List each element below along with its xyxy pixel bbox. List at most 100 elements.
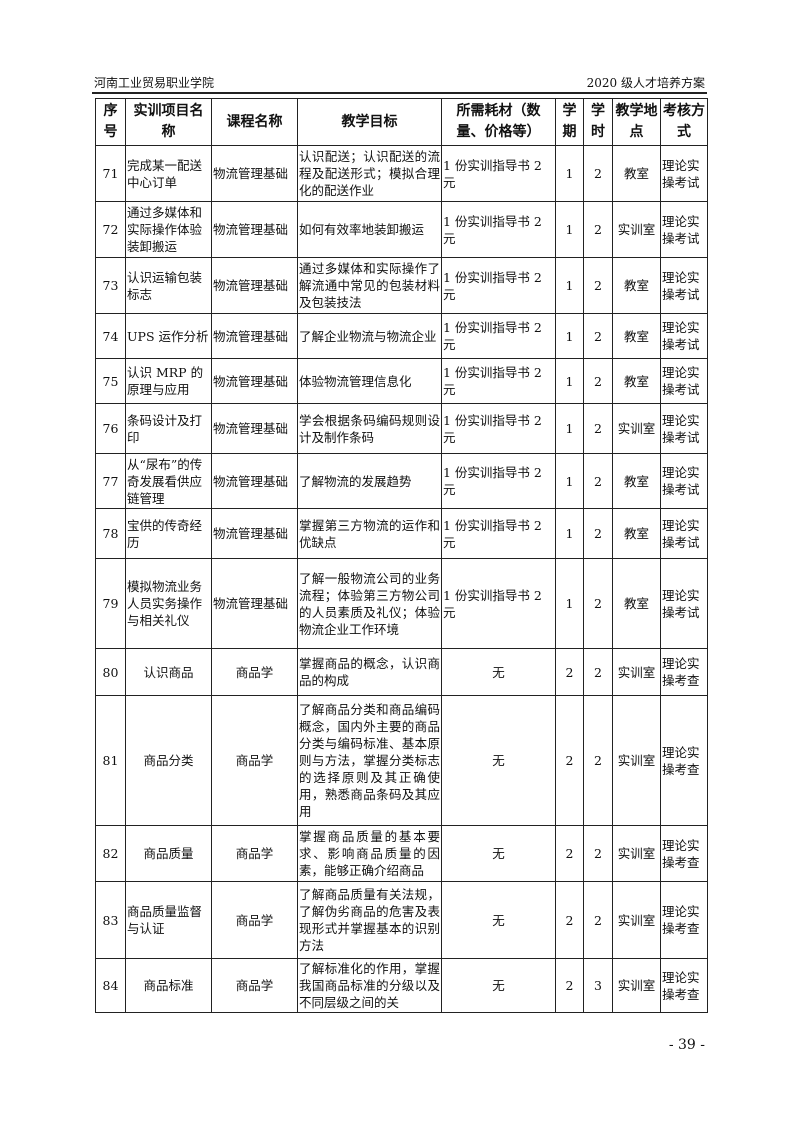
cell-course: 物流管理基础 [211,358,298,404]
cell-project: 商品质量监督与认证 [125,881,212,959]
cell-material: 1 份实训指导书 2 元 [441,453,556,509]
cell-material: 无 [441,825,556,882]
cell-exam: 理论实操考试 [660,358,708,404]
table-row: 72 通过多媒体和实际操作体验装卸搬运 物流管理基础 如何有效率地装卸搬运 1 份实训指… [95,201,708,258]
cell-no: 80 [95,648,126,696]
cell-term: 2 [555,958,584,1013]
header-plan-title: 2020 级人才培养方案 [586,76,705,90]
cell-exam: 理论实操考查 [660,825,708,882]
cell-place: 教室 [612,508,661,559]
table-row: 77 从“尿布”的传奇发展看供应链管理 物流管理基础 了解物流的发展趋势 1 份实训指导… [95,453,708,509]
cell-term: 1 [555,453,584,509]
cell-term: 1 [555,201,584,258]
cell-project: 商品分类 [125,695,212,826]
cell-no: 82 [95,825,126,882]
cell-project: 条码设计及打印 [125,403,212,454]
table-row: 73 认识运输包装标志 物流管理基础 通过多媒体和实际操作了解流通中常见的包装材料及包… [95,257,708,314]
cell-hours: 2 [583,695,613,826]
cell-hours: 2 [583,648,613,696]
table-row: 71 完成某一配送中心订单 物流管理基础 认识配送；认识配送的流程及配送形式；模拟合理… [95,145,708,202]
cell-course: 商品学 [211,695,298,826]
cell-place: 实训室 [612,648,661,696]
table-row: 81 商品分类 商品学 了解商品分类和商品编码概念，国内外主要的商品分类与编码标准、基… [95,695,708,826]
cell-exam: 理论实操考试 [660,403,708,454]
cell-term: 2 [555,648,584,696]
cell-course: 商品学 [211,825,298,882]
cell-place: 实训室 [612,958,661,1013]
header-col-no: 序号 [95,98,126,146]
cell-course: 物流管理基础 [211,201,298,258]
cell-exam: 理论实操考试 [660,453,708,509]
cell-hours: 2 [583,881,613,959]
cell-goal: 了解一般物流公司的业务流程；体验第三方物公司的人员素质及礼仪；体验物流企业工作环… [297,558,442,649]
cell-goal: 通过多媒体和实际操作了解流通中常见的包装材料及包装技法 [297,257,442,314]
cell-no: 74 [95,313,126,359]
cell-course: 物流管理基础 [211,257,298,314]
table-row: 78 宝供的传奇经历 物流管理基础 掌握第三方物流的运作和优缺点 1 份实训指导书 2 … [95,508,708,559]
cell-course: 物流管理基础 [211,403,298,454]
cell-goal: 掌握商品质量的基本要求、影响商品质量的因素，能够正确介绍商品 [297,825,442,882]
cell-hours: 2 [583,313,613,359]
header-col-term: 学期 [555,98,584,146]
cell-material: 无 [441,648,556,696]
cell-goal: 了解标准化的作用，掌握我国商品标准的分级以及不同层级之间的关 [297,958,442,1013]
cell-place: 教室 [612,453,661,509]
header-col-hours: 学时 [583,98,613,146]
cell-no: 79 [95,558,126,649]
cell-place: 实训室 [612,881,661,959]
cell-term: 1 [555,403,584,454]
cell-goal: 掌握第三方物流的运作和优缺点 [297,508,442,559]
cell-no: 72 [95,201,126,258]
cell-course: 物流管理基础 [211,453,298,509]
header-school: 河南工业贸易职业学院 [94,76,215,90]
cell-exam: 理论实操考试 [660,145,708,202]
cell-project: 商品质量 [125,825,212,882]
table-row: 82 商品质量 商品学 掌握商品质量的基本要求、影响商品质量的因素，能够正确介绍商品无… [95,825,708,882]
cell-goal: 了解物流的发展趋势 [297,453,442,509]
cell-material: 1 份实训指导书 2 元 [441,201,556,258]
cell-project: 认识运输包装标志 [125,257,212,314]
cell-hours: 2 [583,201,613,258]
cell-exam: 理论实操考试 [660,313,708,359]
cell-place: 教室 [612,558,661,649]
header-col-course: 课程名称 [211,98,298,146]
cell-material: 无 [441,695,556,826]
cell-material: 1 份实训指导书 2 元 [441,558,556,649]
cell-no: 84 [95,958,126,1013]
cell-hours: 2 [583,825,613,882]
cell-hours: 3 [583,958,613,1013]
cell-project: 商品标准 [125,958,212,1013]
cell-place: 实训室 [612,403,661,454]
cell-project: 认识 MRP 的原理与应用 [125,358,212,404]
table-header-row: 序号 实训项目名称 课程名称 教学目标 所需耗材（数量、价格等） 学期 学时 教学地点 考核方式 [95,98,708,146]
cell-term: 1 [555,145,584,202]
cell-goal: 了解企业物流与物流企业 [297,313,442,359]
table-row: 80 认识商品 商品学 掌握商品的概念，认识商品的构成无 2 2 实训室 理论实操考查 [95,648,708,696]
cell-goal: 认识配送；认识配送的流程及配送形式；模拟合理化的配送作业 [297,145,442,202]
table-row: 75 认识 MRP 的原理与应用 物流管理基础 体验物流管理信息化 1 份实训指导书 2… [95,358,708,404]
cell-material: 无 [441,958,556,1013]
table-row: 76 条码设计及打印 物流管理基础 学会根据条码编码规则设计及制作条码 1 份实训指导书… [95,403,708,454]
cell-exam: 理论实操考查 [660,881,708,959]
cell-course: 物流管理基础 [211,558,298,649]
cell-place: 教室 [612,358,661,404]
cell-term: 1 [555,558,584,649]
cell-hours: 2 [583,145,613,202]
cell-material: 无 [441,881,556,959]
cell-no: 76 [95,403,126,454]
cell-goal: 了解商品质量有关法规，了解伪劣商品的危害及表现形式并掌握基本的识别方法 [297,881,442,959]
cell-material: 1 份实训指导书 2 元 [441,257,556,314]
cell-course: 商品学 [211,881,298,959]
cell-goal: 学会根据条码编码规则设计及制作条码 [297,403,442,454]
cell-course: 物流管理基础 [211,145,298,202]
cell-term: 1 [555,313,584,359]
cell-exam: 理论实操考试 [660,201,708,258]
cell-material: 1 份实训指导书 2 元 [441,403,556,454]
cell-exam: 理论实操考试 [660,508,708,559]
cell-exam: 理论实操考试 [660,257,708,314]
cell-course: 商品学 [211,648,298,696]
cell-hours: 2 [583,508,613,559]
header-col-goal: 教学目标 [297,98,442,146]
cell-exam: 理论实操考查 [660,695,708,826]
cell-material: 1 份实训指导书 2 元 [441,145,556,202]
